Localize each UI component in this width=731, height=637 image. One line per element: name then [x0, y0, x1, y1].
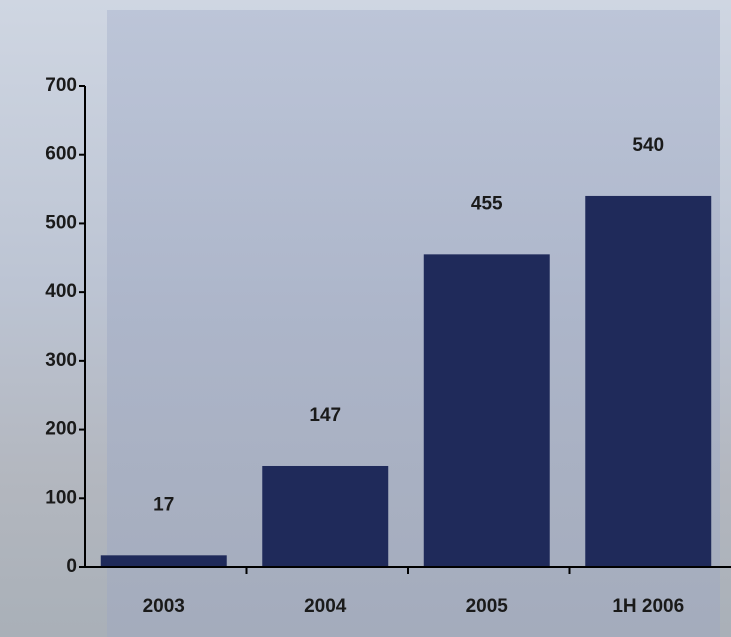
y-tick-label: 700: [45, 75, 77, 96]
bar: [262, 465, 389, 567]
value-label: 455: [471, 193, 503, 214]
bar: [100, 555, 227, 567]
y-tick-label: 100: [45, 487, 77, 508]
x-tick-label: 2004: [304, 596, 347, 617]
bar: [585, 195, 712, 567]
y-tick-label: 0: [66, 556, 77, 577]
y-tick-label: 200: [45, 419, 77, 440]
x-tick-label: 1H 2006: [612, 596, 684, 617]
y-tick-label: 400: [45, 281, 77, 302]
value-label: 540: [632, 135, 664, 156]
value-label: 147: [309, 405, 341, 426]
y-tick-label: 300: [45, 350, 77, 371]
value-label: 17: [153, 494, 174, 515]
x-tick-label: 2003: [143, 596, 185, 617]
x-tick-label: 2005: [466, 596, 509, 617]
y-tick-label: 600: [45, 144, 77, 165]
y-tick-label: 500: [45, 212, 77, 233]
bar: [423, 254, 550, 567]
